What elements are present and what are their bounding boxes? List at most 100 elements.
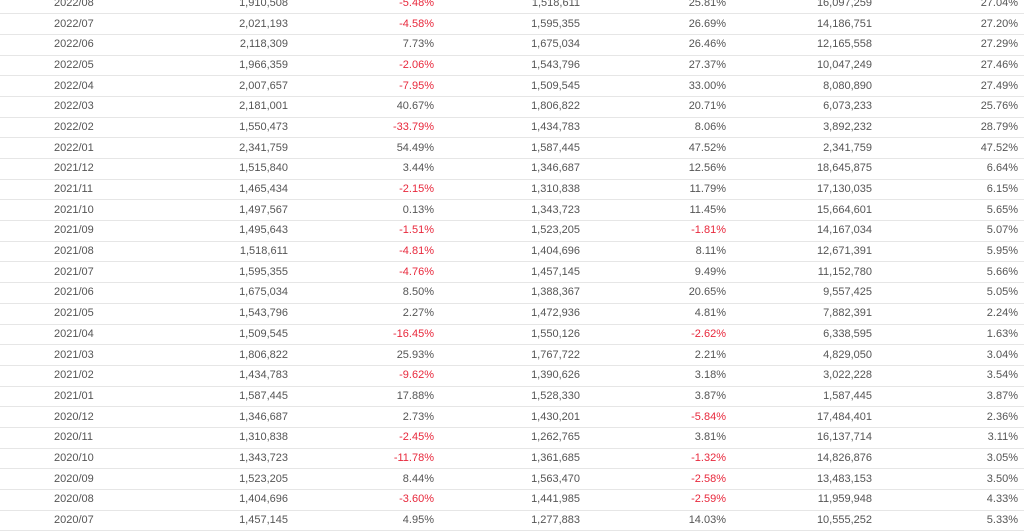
value-cell: 2,021,193 [110, 13, 294, 35]
table-row: 2022/01 2,341,759 54.49% 1,587,445 47.52% 2,3… [0, 137, 1024, 159]
prev-year-value-cell: 1,430,201 [440, 406, 586, 428]
mom-change-cell: -7.95% [294, 75, 440, 97]
value-cell: 1,457,145 [110, 510, 294, 532]
prev-year-value-cell: 1,310,838 [440, 179, 586, 201]
month-cell: 2021/02 [0, 365, 110, 387]
yoy-change-cell: 12.56% [586, 158, 732, 180]
table-row: 2022/07 2,021,193 -4.58% 1,595,355 26.69% 14,… [0, 13, 1024, 35]
prev-year-value-cell: 1,518,611 [440, 0, 586, 15]
prev-year-value-cell: 1,675,034 [440, 34, 586, 56]
value-cell: 2,007,657 [110, 75, 294, 97]
value-cell: 1,523,205 [110, 468, 294, 490]
prev-year-value-cell: 1,277,883 [440, 510, 586, 532]
mom-change-cell: 8.50% [294, 282, 440, 304]
value-cell: 1,495,643 [110, 220, 294, 242]
month-cell: 2020/09 [0, 468, 110, 490]
value-cell: 1,343,723 [110, 448, 294, 470]
value-cell: 2,181,001 [110, 96, 294, 118]
mom-change-cell: 40.67% [294, 96, 440, 118]
cumulative-value-cell: 10,047,249 [732, 55, 878, 77]
mom-change-cell: -1.51% [294, 220, 440, 242]
mom-change-cell: 3.44% [294, 158, 440, 180]
month-cell: 2022/04 [0, 75, 110, 97]
yoy-change-cell: 20.71% [586, 96, 732, 118]
table-row: 2022/08 1,910,508 -5.48% 1,518,611 25.81% 16,… [0, 0, 1024, 15]
month-cell: 2021/07 [0, 261, 110, 284]
cumulative-value-cell: 3,892,232 [732, 117, 878, 139]
prev-year-value-cell: 1,388,367 [440, 282, 586, 304]
month-cell: 2022/07 [0, 13, 110, 35]
cumulative-value-cell: 14,167,034 [732, 220, 878, 242]
prev-year-value-cell: 1,543,796 [440, 55, 586, 77]
prev-year-value-cell: 1,390,626 [440, 365, 586, 387]
cumulative-value-cell: 3,022,228 [732, 365, 878, 387]
cumulative-yoy-change-cell: 47.52% [878, 137, 1024, 159]
table-row: 2021/12 1,515,840 3.44% 1,346,687 12.56% 18,6… [0, 158, 1024, 180]
value-cell: 1,515,840 [110, 158, 294, 180]
yoy-change-cell: 3.81% [586, 427, 732, 449]
prev-year-value-cell: 1,528,330 [440, 386, 586, 408]
value-cell: 1,550,473 [110, 117, 294, 139]
cumulative-value-cell: 18,645,875 [732, 158, 878, 180]
cumulative-value-cell: 11,152,780 [732, 261, 878, 284]
value-cell: 1,966,359 [110, 55, 294, 77]
month-cell: 2022/02 [0, 117, 110, 139]
yoy-change-cell: 26.46% [586, 34, 732, 56]
yoy-change-cell: 11.79% [586, 179, 732, 201]
cumulative-yoy-change-cell: 2.24% [878, 303, 1024, 325]
value-cell: 1,587,445 [110, 386, 294, 408]
month-cell: 2021/01 [0, 386, 110, 408]
yoy-change-cell: 14.03% [586, 510, 732, 532]
mom-change-cell: -2.15% [294, 179, 440, 201]
yoy-change-cell: 33.00% [586, 75, 732, 97]
cumulative-yoy-change-cell: 28.79% [878, 117, 1024, 139]
yoy-change-cell: 8.11% [586, 241, 732, 263]
month-cell: 2022/08 [0, 0, 110, 15]
mom-change-cell: -5.48% [294, 0, 440, 15]
month-cell: 2021/04 [0, 324, 110, 346]
cumulative-yoy-change-cell: 5.33% [878, 510, 1024, 532]
cumulative-yoy-change-cell: 1.63% [878, 324, 1024, 346]
month-cell: 2020/10 [0, 448, 110, 470]
yoy-change-cell: 26.69% [586, 13, 732, 35]
yoy-change-cell: 27.37% [586, 55, 732, 77]
mom-change-cell: -11.78% [294, 448, 440, 470]
mom-change-cell: 2.27% [294, 303, 440, 325]
prev-year-value-cell: 1,343,723 [440, 199, 586, 222]
yoy-change-cell: 4.81% [586, 303, 732, 325]
prev-year-value-cell: 1,523,205 [440, 220, 586, 242]
yoy-change-cell: -2.59% [586, 489, 732, 511]
cumulative-value-cell: 14,826,876 [732, 448, 878, 470]
table-row: 2020/08 1,404,696 -3.60% 1,441,985 -2.59% 11,… [0, 489, 1024, 511]
value-cell: 1,806,822 [110, 344, 294, 366]
cumulative-value-cell: 1,587,445 [732, 386, 878, 408]
month-cell: 2022/03 [0, 96, 110, 118]
mom-change-cell: -2.06% [294, 55, 440, 77]
cumulative-yoy-change-cell: 5.65% [878, 199, 1024, 222]
cumulative-yoy-change-cell: 6.15% [878, 179, 1024, 201]
month-cell: 2020/07 [0, 510, 110, 532]
table-row: 2021/08 1,518,611 -4.81% 1,404,696 8.11% 12,6… [0, 241, 1024, 263]
month-cell: 2022/01 [0, 137, 110, 159]
prev-year-value-cell: 1,472,936 [440, 303, 586, 325]
month-cell: 2021/09 [0, 220, 110, 242]
month-cell: 2020/08 [0, 489, 110, 511]
prev-year-value-cell: 1,404,696 [440, 241, 586, 263]
prev-year-value-cell: 1,434,783 [440, 117, 586, 139]
prev-year-value-cell: 1,587,445 [440, 137, 586, 159]
table-row: 2022/05 1,966,359 -2.06% 1,543,796 27.37% 10,… [0, 55, 1024, 77]
cumulative-yoy-change-cell: 25.76% [878, 96, 1024, 118]
yoy-change-cell: 25.81% [586, 0, 732, 15]
table-row: 2021/10 1,497,567 0.13% 1,343,723 11.45% 15,6… [0, 199, 1024, 222]
month-cell: 2021/11 [0, 179, 110, 201]
cumulative-yoy-change-cell: 3.87% [878, 386, 1024, 408]
table-row: 2021/03 1,806,822 25.93% 1,767,722 2.21% 4,82… [0, 344, 1024, 366]
table-row: 2021/09 1,495,643 -1.51% 1,523,205 -1.81% 14,… [0, 220, 1024, 242]
table-row: 2021/02 1,434,783 -9.62% 1,390,626 3.18% 3,02… [0, 365, 1024, 387]
month-cell: 2020/12 [0, 406, 110, 428]
prev-year-value-cell: 1,767,722 [440, 344, 586, 366]
cumulative-value-cell: 13,483,153 [732, 468, 878, 490]
mom-change-cell: -4.81% [294, 241, 440, 263]
table-row: 2021/07 1,595,355 -4.76% 1,457,145 9.49% 11,1… [0, 261, 1024, 284]
mom-change-cell: -16.45% [294, 324, 440, 346]
